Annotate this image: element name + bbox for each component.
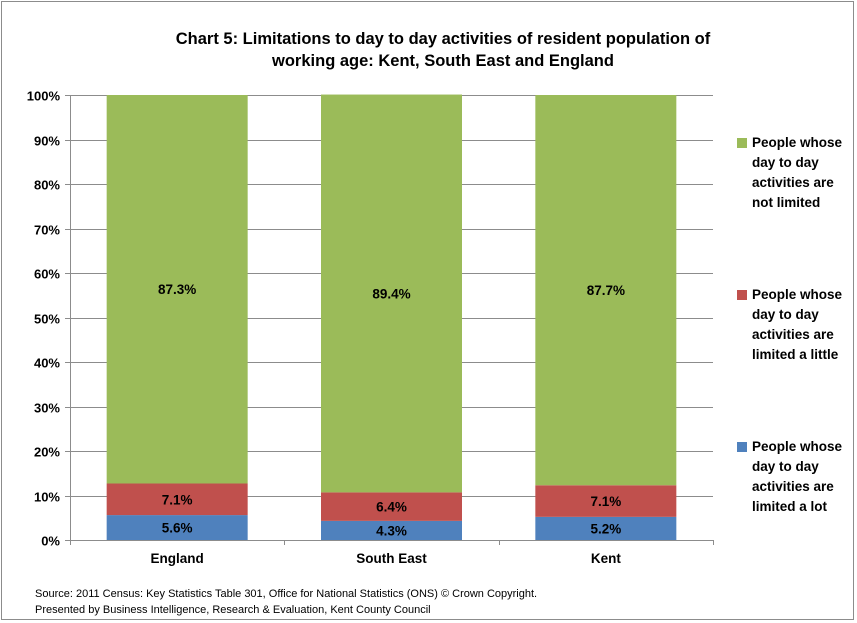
chart-title-line-1: Chart 5: Limitations to day to day activ… bbox=[176, 30, 711, 48]
bar-segment bbox=[321, 94, 462, 493]
legend-label: People whose bbox=[752, 439, 843, 454]
x-category-label: South East bbox=[356, 551, 427, 566]
bar-segment bbox=[106, 483, 248, 516]
x-category-label: England bbox=[151, 551, 204, 566]
bar-segment bbox=[535, 95, 677, 486]
legend-label: day to day bbox=[752, 459, 819, 474]
x-category-label: Kent bbox=[591, 551, 622, 566]
y-tick-label: 50% bbox=[34, 312, 60, 327]
legend-label: day to day bbox=[752, 307, 819, 322]
legend-label: not limited bbox=[752, 195, 820, 210]
data-label: 5.6% bbox=[162, 521, 193, 536]
legend-label: activities are bbox=[752, 327, 834, 342]
legend-label: day to day bbox=[752, 155, 819, 170]
y-tick-label: 0% bbox=[41, 534, 60, 549]
data-label: 7.1% bbox=[162, 492, 193, 507]
bar-segment bbox=[106, 95, 248, 484]
legend-label: People whose bbox=[752, 287, 843, 302]
data-label: 6.4% bbox=[376, 500, 407, 515]
x-axis-categories: England South East Kent bbox=[151, 551, 622, 566]
y-tick-label: 80% bbox=[34, 178, 60, 193]
y-tick-label: 90% bbox=[34, 134, 60, 149]
legend: People whose day to day activities are not … bbox=[737, 135, 843, 514]
y-tick-label: 100% bbox=[27, 89, 61, 104]
legend-label: limited a little bbox=[752, 347, 839, 362]
bars bbox=[106, 94, 677, 540]
legend-swatch bbox=[737, 138, 747, 148]
bar-segment bbox=[321, 520, 462, 540]
legend-label: activities are bbox=[752, 479, 834, 494]
legend-swatch bbox=[737, 442, 747, 452]
legend-label: limited a lot bbox=[752, 499, 828, 514]
data-label: 89.4% bbox=[372, 286, 410, 301]
bar-segment bbox=[321, 492, 462, 521]
bar-segment bbox=[106, 515, 248, 540]
y-tick-label: 20% bbox=[34, 445, 60, 460]
source-line-1: Source: 2011 Census: Key Statistics Tabl… bbox=[35, 588, 537, 600]
data-labels: 5.6% 7.1% 87.3% 4.3% 6.4% 89.4% 5.2% 7.1% 87.7% bbox=[158, 282, 625, 538]
y-axis-ticks: 0% 10% 20% 30% 40% 50% 60% 70% 80% 90% 100% bbox=[27, 89, 61, 549]
data-label: 5.2% bbox=[590, 521, 621, 536]
axes bbox=[65, 95, 714, 545]
data-label: 87.3% bbox=[158, 282, 196, 297]
legend-swatch bbox=[737, 290, 747, 300]
y-tick-label: 40% bbox=[34, 356, 60, 371]
y-tick-label: 10% bbox=[34, 490, 60, 505]
chart-title-line-2: working age: Kent, South East and Englan… bbox=[271, 52, 614, 70]
data-label: 4.3% bbox=[376, 523, 407, 538]
y-tick-label: 70% bbox=[34, 223, 60, 238]
bar-segment bbox=[535, 485, 677, 517]
y-tick-label: 60% bbox=[34, 267, 60, 282]
legend-label: activities are bbox=[752, 175, 834, 190]
data-label: 7.1% bbox=[590, 494, 621, 509]
legend-label: People whose bbox=[752, 135, 843, 150]
source-line-2: Presented by Business Intelligence, Rese… bbox=[35, 604, 431, 616]
data-label: 87.7% bbox=[587, 283, 625, 298]
bar-segment bbox=[535, 516, 677, 540]
y-tick-label: 30% bbox=[34, 401, 60, 416]
